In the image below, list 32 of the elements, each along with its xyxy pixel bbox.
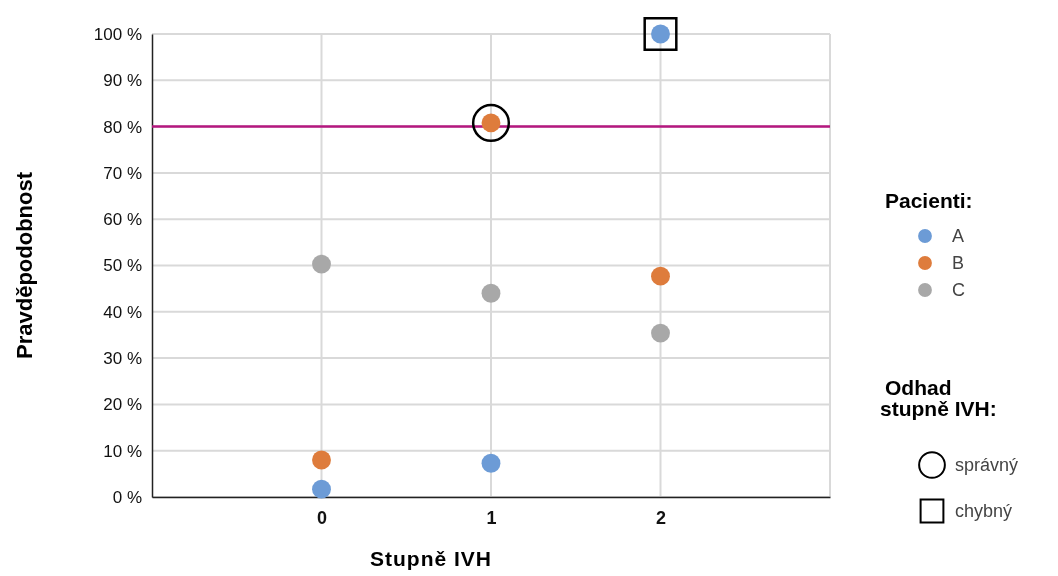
x-tick-label: 0 (316, 507, 328, 528)
point (651, 266, 670, 286)
x-axis-title: Stupně IVH (369, 547, 493, 570)
y-tick-label: 80 % (103, 117, 142, 137)
y-tick-label: 40 % (103, 302, 142, 322)
y-tick-label: 90 % (103, 71, 142, 91)
legend-label: chybný (955, 501, 1013, 521)
point (651, 323, 670, 343)
legend-label: C (952, 280, 965, 300)
x-tick-label: 1 (486, 507, 497, 528)
point (312, 450, 331, 470)
y-axis-title: Pravděpodobnost (12, 171, 37, 360)
y-tick-label: 10 % (103, 441, 142, 461)
y-tick-label: 70 % (103, 163, 142, 183)
point (471, 103, 511, 142)
y-tick-label: 60 % (103, 210, 142, 230)
legend-label: A (952, 226, 965, 246)
y-tick-label: 20 % (103, 395, 142, 415)
x-tick-label: 2 (655, 507, 667, 528)
point (481, 453, 501, 473)
legend-label: správný (955, 455, 1019, 475)
y-tick-label: 100 % (93, 24, 142, 44)
point (312, 254, 331, 274)
legend-title: Pacienti: (885, 189, 973, 212)
y-tick-label: 50 % (103, 256, 142, 276)
legend-label: B (952, 253, 965, 273)
point (481, 283, 501, 303)
point (312, 479, 331, 499)
y-tick-label: 0 % (112, 487, 142, 507)
point (643, 16, 678, 52)
y-tick-label: 30 % (103, 349, 142, 369)
text: Odhad stupně IVH: (880, 376, 997, 420)
